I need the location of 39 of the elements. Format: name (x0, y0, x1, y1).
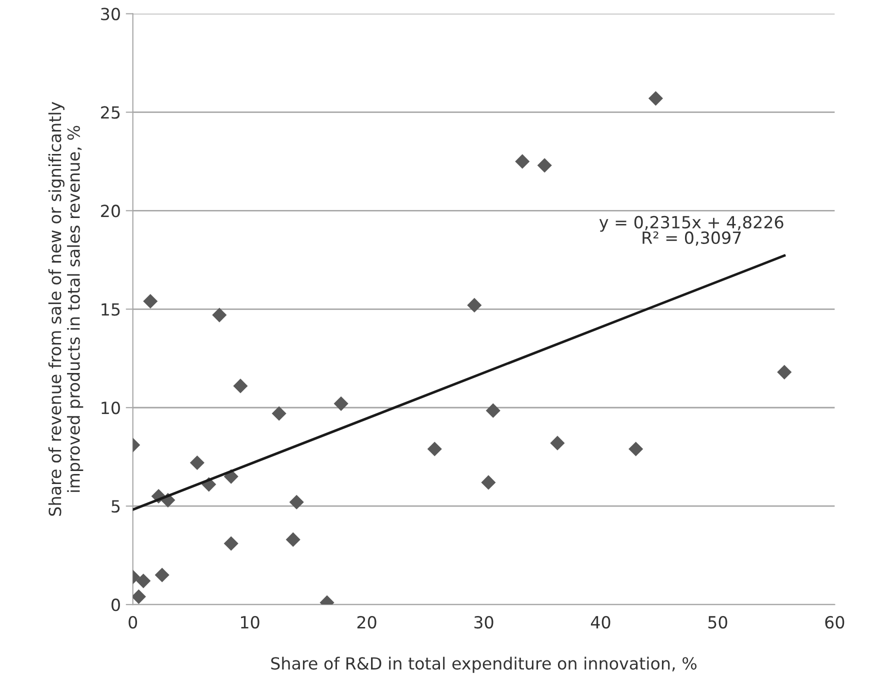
point (481, 475, 496, 490)
annotation: y = 0,2315x + 4,8226 R² = 0,3097 (599, 216, 784, 246)
x-tick-label: 10 (241, 616, 260, 629)
point (486, 403, 500, 418)
point (272, 406, 286, 421)
y-tick-label: 30 (101, 8, 120, 20)
point (212, 308, 227, 322)
point (132, 589, 146, 604)
point (515, 154, 530, 169)
x-tick-label: 20 (357, 616, 376, 629)
point (537, 158, 552, 173)
x-tick-label: 40 (590, 616, 610, 629)
y-tick-label: 5 (112, 500, 120, 513)
x-tick-label: 30 (474, 616, 494, 629)
x-tick-label: 0 (128, 616, 138, 629)
point (286, 532, 300, 547)
y-axis-title: Share of revenue from sale of new or significantly improved products in total sales revenue, % (48, 102, 84, 516)
point (289, 494, 304, 510)
point (334, 396, 348, 411)
point (136, 574, 151, 588)
y-tick-label: 25 (101, 106, 120, 119)
point (224, 536, 238, 551)
point (154, 568, 170, 582)
x-axis-title: Share of R&D in total expenditure on innovation, % (271, 656, 697, 673)
x-tick-label: 60 (825, 616, 844, 629)
point (190, 455, 204, 470)
point (427, 442, 442, 456)
point (628, 442, 644, 456)
point (777, 364, 792, 380)
point (143, 294, 158, 309)
point (648, 91, 663, 106)
point (467, 298, 482, 312)
y-tick-label: 20 (101, 204, 120, 218)
y-tick-label: 10 (102, 402, 120, 414)
x-tick-label: 50 (708, 616, 728, 629)
y-tick-label: 0 (112, 598, 120, 612)
point (550, 436, 565, 450)
point (233, 378, 248, 394)
y-tick-label: 15 (102, 303, 120, 316)
